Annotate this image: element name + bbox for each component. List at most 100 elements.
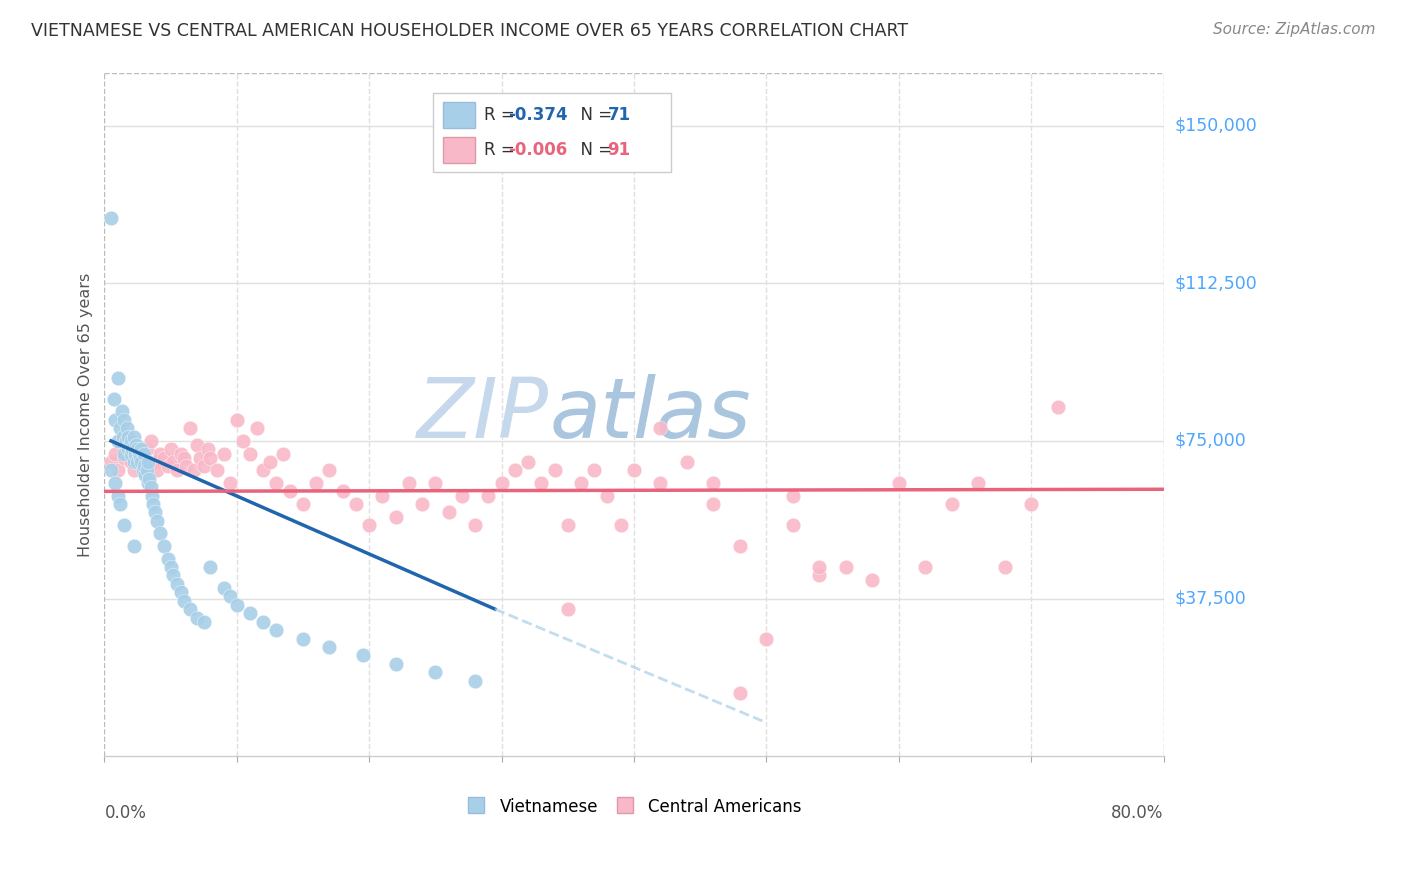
Point	[557, 518, 579, 533]
Point	[112, 413, 135, 427]
Point	[266, 623, 288, 637]
Text: 80.0%: 80.0%	[1111, 804, 1164, 822]
Point	[127, 446, 149, 460]
Point	[153, 450, 176, 465]
Point	[159, 560, 181, 574]
Point	[183, 463, 205, 477]
Text: $150,000: $150,000	[1174, 117, 1257, 135]
Point	[170, 585, 193, 599]
Point	[728, 686, 751, 700]
Point	[569, 475, 592, 490]
Point	[141, 489, 163, 503]
Point	[808, 568, 831, 582]
Point	[110, 421, 132, 435]
Point	[131, 442, 153, 457]
Point	[166, 577, 188, 591]
Point	[114, 434, 136, 448]
Point	[170, 446, 193, 460]
Point	[278, 484, 301, 499]
Point	[219, 590, 242, 604]
Point	[530, 475, 553, 490]
Y-axis label: Householder Income Over 65 years: Householder Income Over 65 years	[79, 272, 93, 557]
Point	[371, 489, 394, 503]
Point	[104, 446, 127, 460]
Point	[107, 371, 129, 385]
Point	[702, 475, 724, 490]
Point	[134, 467, 156, 482]
Point	[219, 475, 242, 490]
Text: 0.0%: 0.0%	[104, 804, 146, 822]
Point	[305, 475, 328, 490]
Text: 71: 71	[607, 105, 631, 124]
Point	[132, 463, 155, 477]
Text: -0.374: -0.374	[508, 105, 568, 124]
Point	[120, 455, 142, 469]
Point	[132, 459, 155, 474]
Legend: Vietnamese, Central Americans: Vietnamese, Central Americans	[460, 791, 808, 823]
Point	[914, 560, 936, 574]
Text: R =: R =	[484, 141, 520, 159]
Point	[193, 459, 215, 474]
Point	[135, 442, 157, 457]
Point	[583, 463, 606, 477]
Point	[110, 497, 132, 511]
Point	[557, 602, 579, 616]
Point	[543, 463, 565, 477]
Point	[142, 497, 165, 511]
Point	[1019, 497, 1042, 511]
Point	[135, 463, 157, 477]
Point	[596, 489, 619, 503]
Point	[129, 450, 152, 465]
Text: $112,500: $112,500	[1174, 274, 1257, 293]
Point	[1046, 401, 1069, 415]
Point	[179, 421, 201, 435]
Point	[188, 450, 211, 465]
Point	[176, 459, 198, 474]
Point	[173, 593, 195, 607]
Point	[398, 475, 420, 490]
Point	[702, 497, 724, 511]
Point	[100, 211, 122, 225]
Point	[259, 455, 281, 469]
Point	[291, 632, 314, 646]
Point	[131, 450, 153, 465]
Point	[111, 430, 134, 444]
Point	[112, 518, 135, 533]
Point	[104, 475, 127, 490]
Point	[110, 404, 132, 418]
Point	[344, 497, 367, 511]
Point	[246, 421, 269, 435]
Point	[239, 446, 262, 460]
Point	[225, 413, 247, 427]
Point	[464, 518, 486, 533]
Text: N =: N =	[571, 141, 617, 159]
Point	[127, 442, 149, 457]
Point	[132, 459, 155, 474]
Text: VIETNAMESE VS CENTRAL AMERICAN HOUSEHOLDER INCOME OVER 65 YEARS CORRELATION CHAR: VIETNAMESE VS CENTRAL AMERICAN HOUSEHOLD…	[31, 22, 908, 40]
Point	[136, 455, 159, 469]
Text: $37,500: $37,500	[1174, 590, 1247, 607]
Point	[139, 434, 162, 448]
Point	[332, 484, 354, 499]
Point	[835, 560, 858, 574]
Point	[225, 598, 247, 612]
Text: ZIP: ZIP	[418, 374, 550, 455]
Point	[159, 442, 181, 457]
Point	[359, 518, 381, 533]
Point	[143, 455, 166, 469]
Point	[149, 446, 172, 460]
Point	[755, 632, 778, 646]
Point	[650, 421, 672, 435]
FancyBboxPatch shape	[443, 102, 475, 128]
Point	[100, 455, 122, 469]
FancyBboxPatch shape	[433, 94, 671, 172]
Point	[239, 607, 262, 621]
Text: Source: ZipAtlas.com: Source: ZipAtlas.com	[1212, 22, 1375, 37]
Point	[450, 489, 472, 503]
Point	[425, 475, 447, 490]
Point	[967, 475, 990, 490]
Point	[352, 648, 374, 663]
Point	[623, 463, 645, 477]
Point	[107, 434, 129, 448]
Point	[860, 573, 883, 587]
